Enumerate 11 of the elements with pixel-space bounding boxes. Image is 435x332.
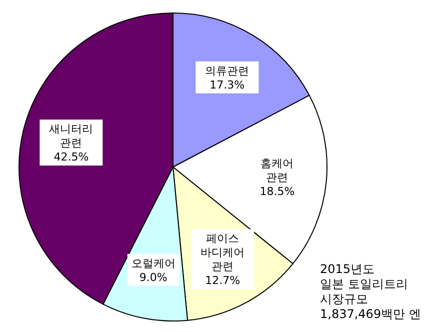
data-label: 9.0% [139, 270, 168, 284]
slice-label: 홈케어 관련 [260, 157, 294, 184]
data-label: 18.5% [260, 185, 295, 198]
text: 2015년도 일본 토일리트리 시장규모 1,837,469백만 엔 [320, 262, 421, 321]
data-label: 17.3% [210, 78, 245, 92]
slice-label: 페이스 바디케어 관련 [200, 232, 245, 274]
data-label: 42.5% [54, 150, 89, 164]
slice-label: 오럴케어 [131, 256, 176, 270]
data-label: 12.7% [205, 274, 240, 288]
slice-label: 새니터리 관련 [49, 122, 94, 150]
slice-label: 의류관련 [205, 64, 250, 78]
